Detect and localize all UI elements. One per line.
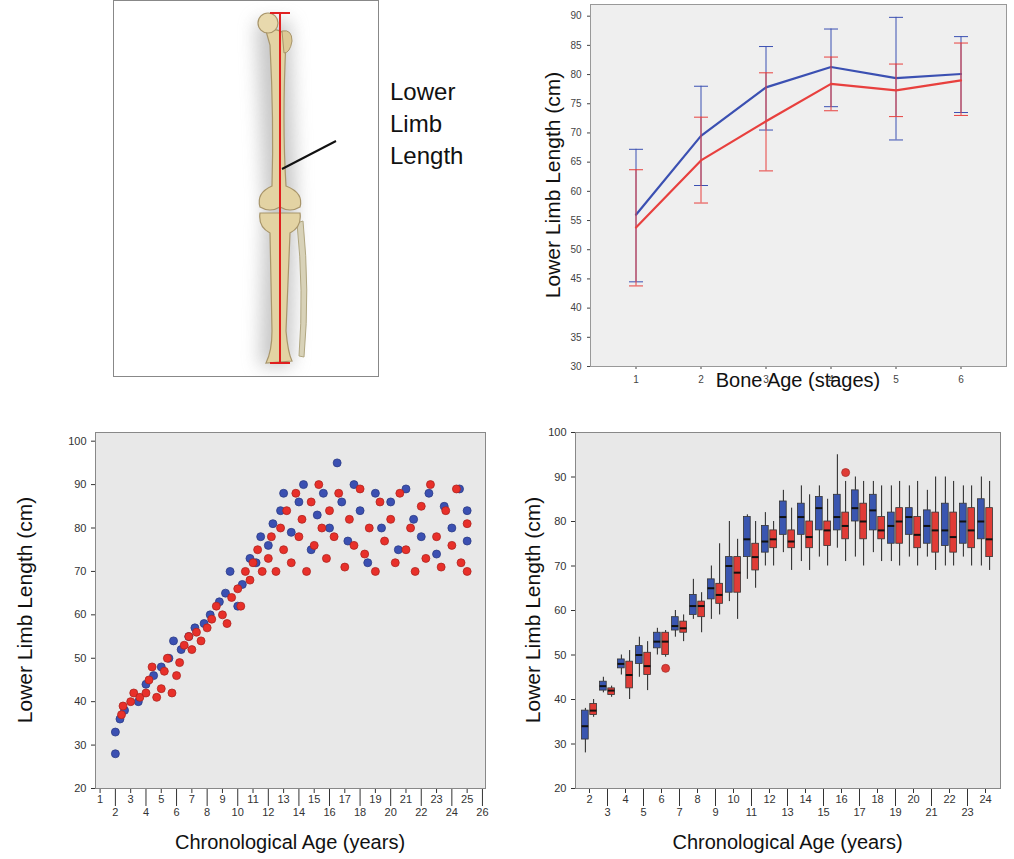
svg-text:50: 50: [554, 649, 566, 661]
svg-text:11: 11: [746, 806, 757, 818]
svg-text:6: 6: [173, 806, 179, 818]
svg-text:12: 12: [262, 806, 274, 818]
svg-text:1: 1: [633, 374, 639, 385]
svg-text:50: 50: [570, 244, 582, 255]
svg-text:13: 13: [277, 793, 289, 805]
svg-text:13: 13: [781, 806, 793, 818]
svg-text:26: 26: [476, 806, 488, 818]
svg-text:20: 20: [554, 782, 566, 794]
svg-text:75: 75: [570, 98, 582, 109]
svg-text:12: 12: [763, 793, 775, 805]
svg-text:80: 80: [554, 515, 566, 527]
svg-text:100: 100: [68, 435, 86, 447]
svg-text:19: 19: [889, 806, 901, 818]
html-text:Lower Limb Length (cm): Lower Limb Length (cm): [520, 496, 544, 724]
svg-text:7: 7: [189, 793, 195, 805]
svg-text:15: 15: [817, 806, 829, 818]
svg-text:16: 16: [323, 806, 335, 818]
svg-text:23: 23: [430, 793, 442, 805]
svg-text:23: 23: [961, 806, 973, 818]
svg-text:60: 60: [570, 186, 582, 197]
svg-text:2: 2: [698, 374, 704, 385]
svg-text:8: 8: [694, 793, 700, 805]
svg-text:60: 60: [74, 608, 86, 620]
svg-text:6: 6: [958, 374, 964, 385]
svg-text:2: 2: [586, 793, 592, 805]
svg-text:10: 10: [232, 806, 244, 818]
svg-text:70: 70: [570, 127, 582, 138]
svg-text:100: 100: [548, 426, 566, 438]
svg-text:24: 24: [979, 793, 991, 805]
svg-text:70: 70: [554, 560, 566, 572]
svg-text:7: 7: [676, 806, 682, 818]
html-text:Chronological Age (years): Chronological Age (years): [672, 831, 903, 853]
svg-text:50: 50: [74, 652, 86, 664]
svg-text:11: 11: [247, 793, 258, 805]
html-text:Lower Limb Length (cm): Lower Limb Length (cm): [540, 71, 564, 299]
svg-text:45: 45: [570, 273, 582, 284]
svg-text:22: 22: [943, 793, 955, 805]
svg-text:21: 21: [925, 806, 937, 818]
svg-text:5: 5: [640, 806, 646, 818]
svg-text:4: 4: [143, 806, 149, 818]
svg-text:40: 40: [554, 693, 566, 705]
svg-text:90: 90: [74, 478, 86, 490]
svg-text:40: 40: [570, 302, 582, 313]
svg-text:3: 3: [128, 793, 134, 805]
svg-text:21: 21: [400, 793, 412, 805]
svg-text:14: 14: [293, 806, 305, 818]
svg-text:40: 40: [74, 695, 86, 707]
svg-text:9: 9: [712, 806, 718, 818]
svg-text:20: 20: [385, 806, 397, 818]
html-text:Limb: Limb: [390, 110, 442, 137]
svg-text:25: 25: [461, 793, 473, 805]
svg-text:5: 5: [158, 793, 164, 805]
svg-text:18: 18: [354, 806, 366, 818]
svg-text:70: 70: [74, 565, 86, 577]
svg-text:20: 20: [74, 782, 86, 794]
svg-text:90: 90: [554, 471, 566, 483]
svg-text:10: 10: [727, 793, 739, 805]
html-text:Lower: Lower: [390, 78, 456, 105]
svg-text:16: 16: [835, 793, 847, 805]
svg-text:90: 90: [570, 10, 582, 21]
svg-text:17: 17: [853, 806, 865, 818]
svg-text:30: 30: [554, 738, 566, 750]
html-text:Chronological Age (years): Chronological Age (years): [174, 831, 406, 853]
svg-text:14: 14: [799, 793, 811, 805]
svg-text:18: 18: [871, 793, 883, 805]
svg-text:35: 35: [570, 332, 582, 343]
svg-text:55: 55: [570, 215, 582, 226]
svg-text:85: 85: [570, 40, 582, 51]
svg-text:22: 22: [415, 806, 427, 818]
svg-text:30: 30: [74, 739, 86, 751]
svg-text:80: 80: [74, 522, 86, 534]
svg-text:60: 60: [554, 604, 566, 616]
html-text:Length: Length: [390, 142, 464, 169]
svg-text:15: 15: [308, 793, 320, 805]
svg-text:65: 65: [570, 156, 582, 167]
html-text:Bone Age (stages): Bone Age (stages): [715, 369, 881, 391]
svg-text:3: 3: [604, 806, 610, 818]
svg-text:24: 24: [446, 806, 458, 818]
svg-text:2: 2: [112, 806, 118, 818]
svg-text:17: 17: [339, 793, 351, 805]
svg-text:1: 1: [97, 793, 103, 805]
svg-text:8: 8: [204, 806, 210, 818]
svg-text:20: 20: [907, 793, 919, 805]
svg-text:80: 80: [570, 69, 582, 80]
svg-text:19: 19: [369, 793, 381, 805]
svg-text:9: 9: [219, 793, 225, 805]
svg-text:4: 4: [622, 793, 628, 805]
svg-text:6: 6: [658, 793, 664, 805]
svg-text:30: 30: [570, 361, 582, 372]
html-text:Lower Limb Length (cm): Lower Limb Length (cm): [12, 496, 36, 724]
svg-text:5: 5: [893, 374, 899, 385]
